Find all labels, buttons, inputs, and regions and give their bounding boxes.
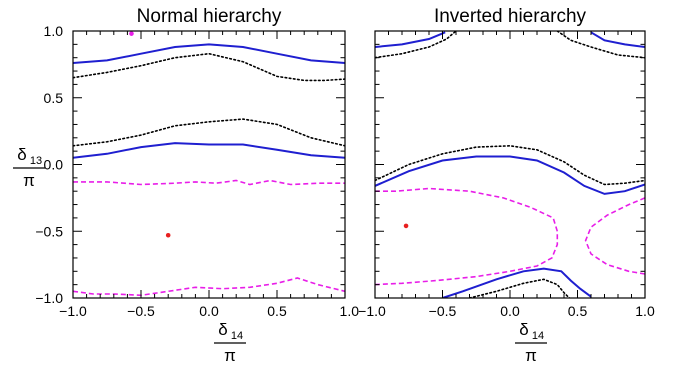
nh-y-tick-label: 0.0: [44, 157, 64, 173]
ih-x-tick-label: 0.0: [500, 303, 520, 319]
y-axis-label-subscript: 13: [30, 155, 42, 167]
ih-plot-area: [375, 31, 645, 298]
ih-x-tick-label: 0.5: [568, 303, 588, 319]
nh-x-tick-label: 0.0: [199, 303, 219, 319]
ih-marker-point-1: [404, 224, 409, 229]
nh-series-line-4-solid: [73, 143, 345, 158]
ih-series-line-5-dotted: [375, 146, 645, 185]
nh-title: Normal hierarchy: [137, 6, 282, 27]
ih-series-line-1-solid: [375, 32, 445, 47]
ih-x-axis-label: δ 14 π: [515, 320, 547, 365]
nh-x-tick-label: −1.0: [59, 303, 87, 319]
ih-x-axis-label-denominator: π: [525, 346, 537, 365]
nh-marker-point-1: [166, 233, 171, 238]
ih-x-tick-label: −0.5: [429, 303, 457, 319]
nh-y-tick-label: −1.0: [35, 290, 63, 306]
ih-x-tick-label: 1.0: [635, 303, 655, 319]
nh-x-tick-label: 0.5: [267, 303, 287, 319]
ih-frame: [375, 31, 645, 298]
ih-series-line-9-solid: [443, 269, 592, 298]
y-axis-label-denominator: π: [23, 171, 35, 190]
nh-x-axis-label-subscript: 14: [231, 330, 243, 342]
nh-y-tick-label: 1.0: [44, 23, 64, 39]
ih-x-tick-label: −1.0: [358, 303, 386, 319]
ih-series-line-6-solid: [375, 157, 645, 194]
nh-x-axis-label: δ 14 π: [214, 320, 246, 365]
nh-series-line-2-dotted: [73, 54, 345, 81]
nh-x-axis-label-denominator: π: [224, 346, 236, 365]
nh-y-tick-label: 0.5: [44, 90, 64, 106]
panel-inverted-hierarchy: −1.0 −0.5 0.0 0.5 1.0 Inverted hierarchy δ 14 π: [358, 6, 655, 365]
ih-x-axis-label-subscript: 14: [532, 330, 544, 342]
nh-x-tick-label: 1.0: [340, 303, 360, 319]
nh-y-tick-label: −0.5: [35, 223, 63, 239]
ih-series-line-8-dashed: [586, 198, 645, 274]
panel-normal-hierarchy: −1.0 −0.5 0.0 0.5 1.0 −1.0 −0.5 0.0 0.5 1.0 Normal…: [13, 6, 359, 365]
y-axis-label: δ 13 π: [13, 145, 45, 190]
ih-series-line-10-dotted: [470, 279, 570, 298]
nh-marker-point-2: [129, 31, 134, 36]
ih-series-line-2-dotted: [375, 31, 456, 58]
nh-x-tick-label: −0.5: [127, 303, 155, 319]
nh-series-line-5-dashed: [73, 181, 345, 185]
nh-series-line-3-dotted: [73, 119, 345, 146]
y-axis-label-symbol: δ: [17, 145, 26, 164]
ih-x-axis-label-symbol: δ: [519, 320, 528, 339]
nh-x-axis-label-symbol: δ: [218, 320, 227, 339]
ih-title: Inverted hierarchy: [434, 6, 587, 27]
nh-plot-area: [73, 31, 345, 295]
